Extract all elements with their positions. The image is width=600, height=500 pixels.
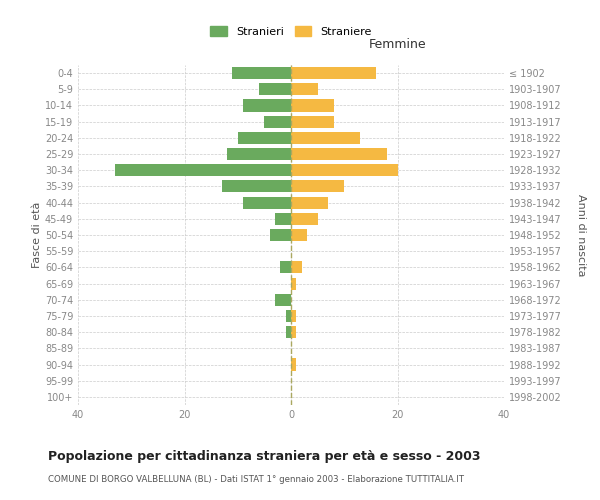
Bar	[243, 100, 291, 112]
Bar	[232, 67, 291, 79]
Bar	[227, 148, 291, 160]
Y-axis label: Fasce di età: Fasce di età	[32, 202, 42, 268]
Bar	[280, 262, 291, 274]
Bar	[291, 262, 302, 274]
Bar	[291, 358, 296, 370]
Bar	[291, 229, 307, 241]
Bar	[259, 83, 291, 96]
Text: COMUNE DI BORGO VALBELLUNA (BL) - Dati ISTAT 1° gennaio 2003 - Elaborazione TUTT: COMUNE DI BORGO VALBELLUNA (BL) - Dati I…	[48, 475, 464, 484]
Bar	[286, 326, 291, 338]
Y-axis label: Anni di nascita: Anni di nascita	[575, 194, 586, 276]
Bar	[291, 164, 398, 176]
Bar	[291, 326, 296, 338]
Bar	[291, 310, 296, 322]
Bar	[291, 100, 334, 112]
Bar	[115, 164, 291, 176]
Bar	[265, 116, 291, 128]
Bar	[291, 278, 296, 289]
Bar	[275, 212, 291, 225]
Bar	[286, 310, 291, 322]
Bar	[291, 196, 328, 208]
Bar	[291, 83, 317, 96]
Text: Popolazione per cittadinanza straniera per età e sesso - 2003: Popolazione per cittadinanza straniera p…	[48, 450, 481, 463]
Bar	[291, 148, 387, 160]
Bar	[222, 180, 291, 192]
Bar	[291, 132, 360, 144]
Text: Femmine: Femmine	[368, 38, 427, 52]
Bar	[243, 196, 291, 208]
Bar	[270, 229, 291, 241]
Bar	[291, 67, 376, 79]
Legend: Stranieri, Straniere: Stranieri, Straniere	[210, 26, 372, 37]
Bar	[275, 294, 291, 306]
Bar	[238, 132, 291, 144]
Bar	[291, 180, 344, 192]
Bar	[291, 116, 334, 128]
Bar	[291, 212, 317, 225]
